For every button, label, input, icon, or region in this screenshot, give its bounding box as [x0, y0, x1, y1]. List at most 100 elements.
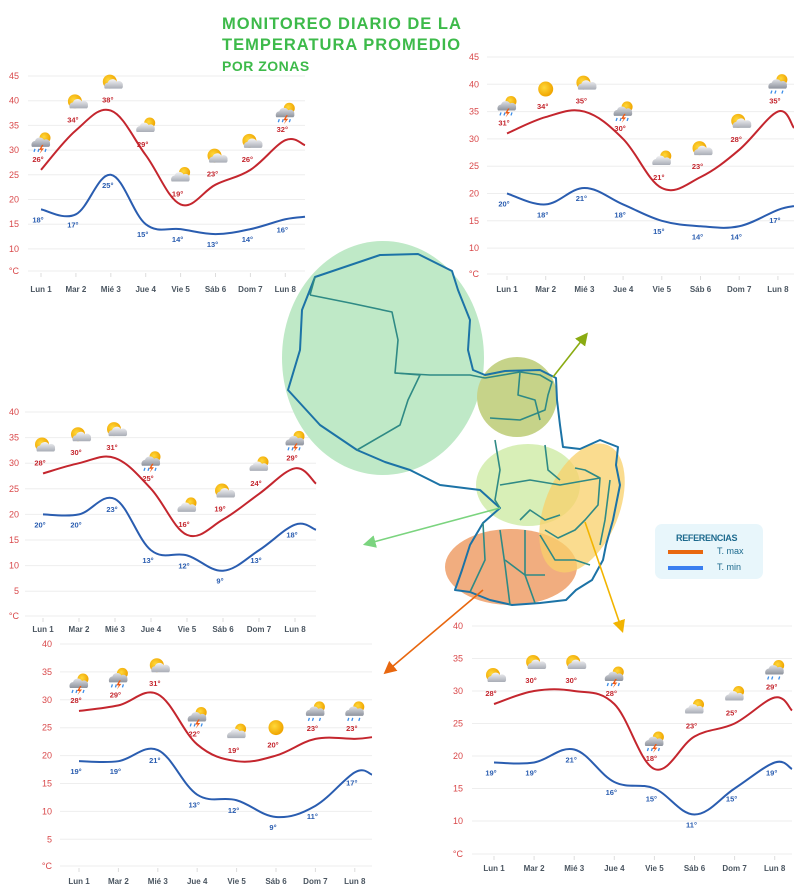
min-value-label: 12°	[228, 806, 239, 815]
cloud-shape	[275, 107, 295, 118]
max-value-label: 30°	[566, 676, 577, 685]
y-tick-label: 15	[453, 784, 463, 794]
max-temperature-line	[506, 109, 794, 192]
min-value-label: 18°	[286, 531, 297, 540]
partly-sunny-weather-icon	[215, 483, 236, 498]
rain-weather-icon	[305, 701, 325, 722]
cloud-shape	[604, 671, 624, 681]
x-tick-label: Sáb 6	[205, 285, 227, 294]
lightning-bolt	[505, 108, 510, 118]
sun-shape	[268, 720, 284, 736]
max-value-label: 34°	[537, 102, 548, 111]
max-value-label: 28°	[485, 689, 496, 698]
min-value-label: 11°	[686, 821, 697, 830]
y-tick-label: 5	[14, 586, 19, 596]
lightning-bolt	[652, 744, 658, 753]
min-value-label: 19°	[110, 767, 121, 776]
rain-drop	[311, 717, 315, 722]
x-tick-label: Lun 8	[764, 864, 786, 873]
cloud-shape	[644, 736, 664, 746]
y-tick-label: 45	[469, 52, 479, 62]
max-value-label: 31°	[106, 443, 117, 452]
y-unit-label: °C	[9, 266, 20, 276]
y-unit-label: °C	[453, 849, 464, 859]
rain-drop	[114, 684, 118, 688]
max-value-label: 29°	[766, 683, 777, 692]
cloud-shape	[285, 435, 305, 446]
rain-drop	[615, 117, 618, 122]
cloud-shape	[249, 461, 269, 471]
rain-drop	[657, 747, 661, 752]
storm-weather-icon	[604, 666, 624, 688]
y-tick-label: 15	[469, 216, 479, 226]
y-tick-label: 20	[469, 189, 479, 199]
legend-label-min: T. min	[717, 562, 742, 572]
title-line-1: MONITOREO DIARIO DE LA	[222, 15, 462, 33]
y-tick-label: 40	[469, 79, 479, 89]
max-value-label: 19°	[172, 189, 183, 198]
cloud-shape	[136, 122, 155, 133]
rain-drop	[771, 676, 774, 680]
min-value-label: 18°	[32, 215, 43, 224]
x-tick-label: Mié 3	[574, 285, 595, 294]
lightning-bolt	[39, 144, 44, 154]
arrow-east	[584, 521, 625, 634]
x-tick-label: Vie 5	[227, 877, 246, 886]
rain-drop	[281, 119, 284, 123]
x-tick-label: Lun 8	[284, 625, 306, 634]
max-value-label: 35°	[769, 97, 780, 106]
x-tick-label: Sáb 6	[212, 625, 234, 634]
max-temperature-line	[78, 691, 373, 763]
max-value-label: 35°	[576, 97, 587, 106]
y-tick-label: 40	[42, 639, 52, 649]
partly-sunny-weather-icon	[242, 133, 263, 148]
x-tick-label: Mar 2	[108, 877, 129, 886]
charts-layer: 45 40 35 30 25 20 15 10 °C Lun 1 Mar 2 Mié 3 Jue 4 Vi…	[9, 52, 794, 886]
storm-weather-icon	[497, 95, 517, 118]
y-tick-label: 25	[42, 723, 52, 733]
y-tick-label: 20	[9, 509, 19, 519]
y-tick-label: 10	[453, 816, 463, 826]
y-tick-label: 30	[453, 686, 463, 696]
y-tick-label: 35	[453, 654, 463, 664]
max-value-label: 28°	[34, 458, 45, 467]
x-tick-label: Lun 1	[496, 285, 518, 294]
min-value-label: 21°	[149, 756, 160, 765]
lightning-bolt	[612, 679, 618, 688]
storm-weather-icon	[141, 451, 161, 473]
max-value-label: 24°	[250, 479, 261, 488]
min-value-label: 20°	[498, 200, 509, 209]
rain-drop	[626, 117, 629, 122]
min-value-label: 9°	[216, 577, 223, 586]
min-value-label: 17°	[67, 220, 78, 229]
cloud-shape	[108, 426, 128, 437]
legend-swatch-min	[668, 566, 703, 570]
rain-drop	[606, 682, 609, 687]
rain-drop	[193, 723, 196, 727]
rain-drop	[617, 682, 620, 687]
cloud-shape	[345, 706, 364, 716]
min-temperature-line	[78, 747, 373, 819]
x-tick-label: Lun 1	[32, 625, 54, 634]
legend-label-max: T. max	[717, 546, 744, 556]
x-tick-label: Mié 3	[148, 877, 169, 886]
max-value-label: 19°	[228, 746, 239, 755]
legend-item-min: T. min	[668, 562, 758, 574]
rain-drop	[44, 148, 47, 153]
chart-zone-south: 40 35 30 25 20 15 10 5 °C Lun 1 Mar 2 Mié 3 Jue 4 Vie…	[42, 639, 373, 886]
max-value-label: 30°	[614, 124, 625, 133]
rain-drop	[288, 119, 291, 123]
lightning-bolt	[116, 680, 122, 690]
cloud-shape	[243, 138, 263, 148]
y-tick-label: 20	[42, 751, 52, 761]
min-value-label: 15°	[646, 795, 657, 804]
x-tick-label: Jue 4	[187, 877, 208, 886]
y-tick-label: 40	[9, 407, 19, 417]
cloud-shape	[36, 442, 56, 452]
max-value-label: 21°	[653, 173, 664, 182]
y-tick-label: 25	[469, 161, 479, 171]
y-tick-label: 30	[42, 695, 52, 705]
cloudy-weather-icon	[249, 456, 269, 471]
cloud-shape	[151, 662, 170, 673]
cloudy-weather-icon	[652, 150, 672, 166]
